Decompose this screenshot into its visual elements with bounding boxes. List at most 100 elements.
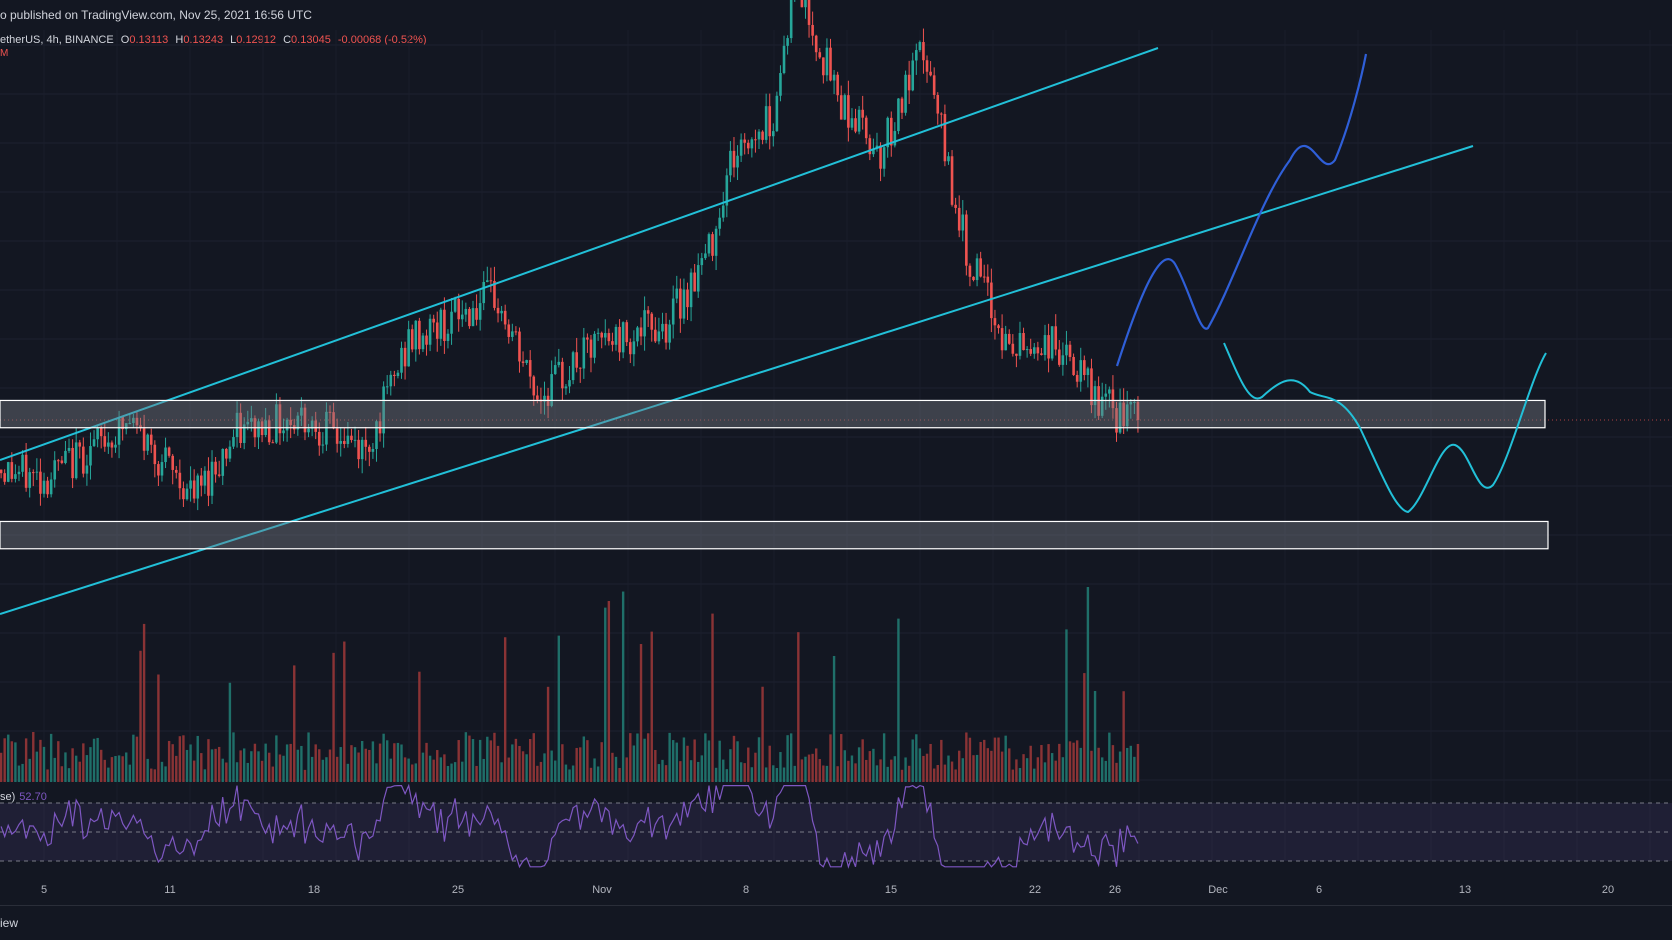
candle-body <box>24 454 28 488</box>
volume-bar <box>604 607 607 782</box>
candle-body <box>1036 347 1040 354</box>
volume-bar <box>346 763 350 782</box>
candle-body <box>965 214 968 266</box>
volume-bar <box>200 753 203 782</box>
volume-bar <box>1079 747 1082 782</box>
volume-bar <box>310 756 314 782</box>
volume-bar <box>561 744 564 782</box>
candle-body <box>500 310 503 314</box>
volume-bar <box>439 757 443 782</box>
volume-bar <box>650 631 653 782</box>
volume-bar <box>890 759 893 782</box>
volume-bar <box>128 764 131 782</box>
candle-body <box>375 421 378 450</box>
volume-bar <box>958 750 961 782</box>
drawings[interactable] <box>0 47 1549 615</box>
volume-bar <box>775 768 779 782</box>
volume-bar <box>382 733 385 782</box>
volume-bar <box>189 744 192 782</box>
candle-body <box>278 404 282 434</box>
volume-bar <box>32 732 35 782</box>
symbol-label[interactable]: etherUS, 4h, BINANCE <box>0 34 114 46</box>
volume-bar <box>450 763 453 782</box>
volume-bar <box>343 641 346 782</box>
candle-body <box>732 150 736 168</box>
volume-bar <box>1133 756 1136 782</box>
candle-body <box>1015 353 1018 356</box>
indicator-legend[interactable]: M <box>0 48 9 59</box>
volume-bar <box>39 739 42 782</box>
volume-bar <box>961 758 964 782</box>
volume-bar <box>507 757 510 782</box>
volume-bar <box>207 739 210 782</box>
volume-bar <box>139 650 142 782</box>
candle-body <box>975 258 979 281</box>
candle-body <box>493 280 496 308</box>
candle-body <box>6 462 10 482</box>
candle-body <box>1122 402 1125 427</box>
candle-body <box>496 307 500 314</box>
candle-body <box>586 337 589 340</box>
candle-body <box>121 416 124 430</box>
volume-bar <box>142 623 146 782</box>
candles <box>0 0 1672 511</box>
volume-bar <box>496 745 500 782</box>
candle-body <box>139 425 142 429</box>
price-chart[interactable]: 5 11 18 25 Nov 8 15 22 26 Dec 6 13 20 <box>0 0 1672 905</box>
volume-bar <box>936 764 939 782</box>
volume-bar <box>797 632 800 782</box>
volume-bar <box>1118 751 1122 782</box>
candle-body <box>1090 368 1093 406</box>
candle-body <box>82 446 85 474</box>
volume-bar <box>471 739 475 782</box>
volume-bar <box>1111 745 1115 782</box>
volume-bar <box>1129 745 1132 782</box>
volume-bar <box>747 747 750 782</box>
volume-bar <box>396 742 400 782</box>
volume-bar <box>464 732 468 782</box>
candle-body <box>864 117 868 139</box>
candle-body <box>568 380 571 387</box>
candle-body <box>167 447 171 456</box>
candle-body <box>990 282 993 319</box>
ohlc-legend: etherUS, 4h, BINANCE O0.13113 H0.13243 L… <box>0 34 431 46</box>
volume-bar <box>625 757 628 782</box>
volume-bar <box>0 752 3 782</box>
candle-body <box>825 47 829 76</box>
volume-bar <box>786 735 789 782</box>
volume-bar <box>704 733 707 782</box>
candle-body <box>904 74 907 113</box>
candle-body <box>132 417 135 423</box>
volume-bar <box>861 739 864 782</box>
candle-body <box>160 462 164 476</box>
volume-bar <box>1061 757 1065 782</box>
volume-bar <box>185 749 189 782</box>
volume-bar <box>78 761 81 782</box>
volume-bar <box>171 744 174 782</box>
volume-bar <box>53 757 56 782</box>
candle-body <box>861 109 864 118</box>
volume-bar <box>868 751 872 782</box>
candle-body <box>943 114 947 162</box>
candle-body <box>925 60 929 72</box>
volume-bar <box>807 754 811 782</box>
volume-bar <box>357 752 360 782</box>
volume-bar <box>7 734 10 782</box>
candle-body <box>997 325 1000 329</box>
volume-bar <box>46 769 49 782</box>
volume-bar <box>421 752 425 782</box>
candle-body <box>718 217 721 229</box>
x-tick-label: 8 <box>743 884 749 896</box>
volume-bar <box>132 734 135 782</box>
candle-body <box>711 234 714 256</box>
candle-body <box>954 204 957 208</box>
volume-bar <box>49 733 53 782</box>
candle-body <box>403 347 407 367</box>
candle-body <box>1129 402 1133 405</box>
open-label: O <box>120 34 130 46</box>
volume-bar <box>511 744 514 782</box>
top-bar: o published on TradingView.com, Nov 25, … <box>0 0 1672 30</box>
candle-body <box>536 395 539 400</box>
volume-bar <box>328 749 332 782</box>
volume-bar <box>1025 758 1029 782</box>
